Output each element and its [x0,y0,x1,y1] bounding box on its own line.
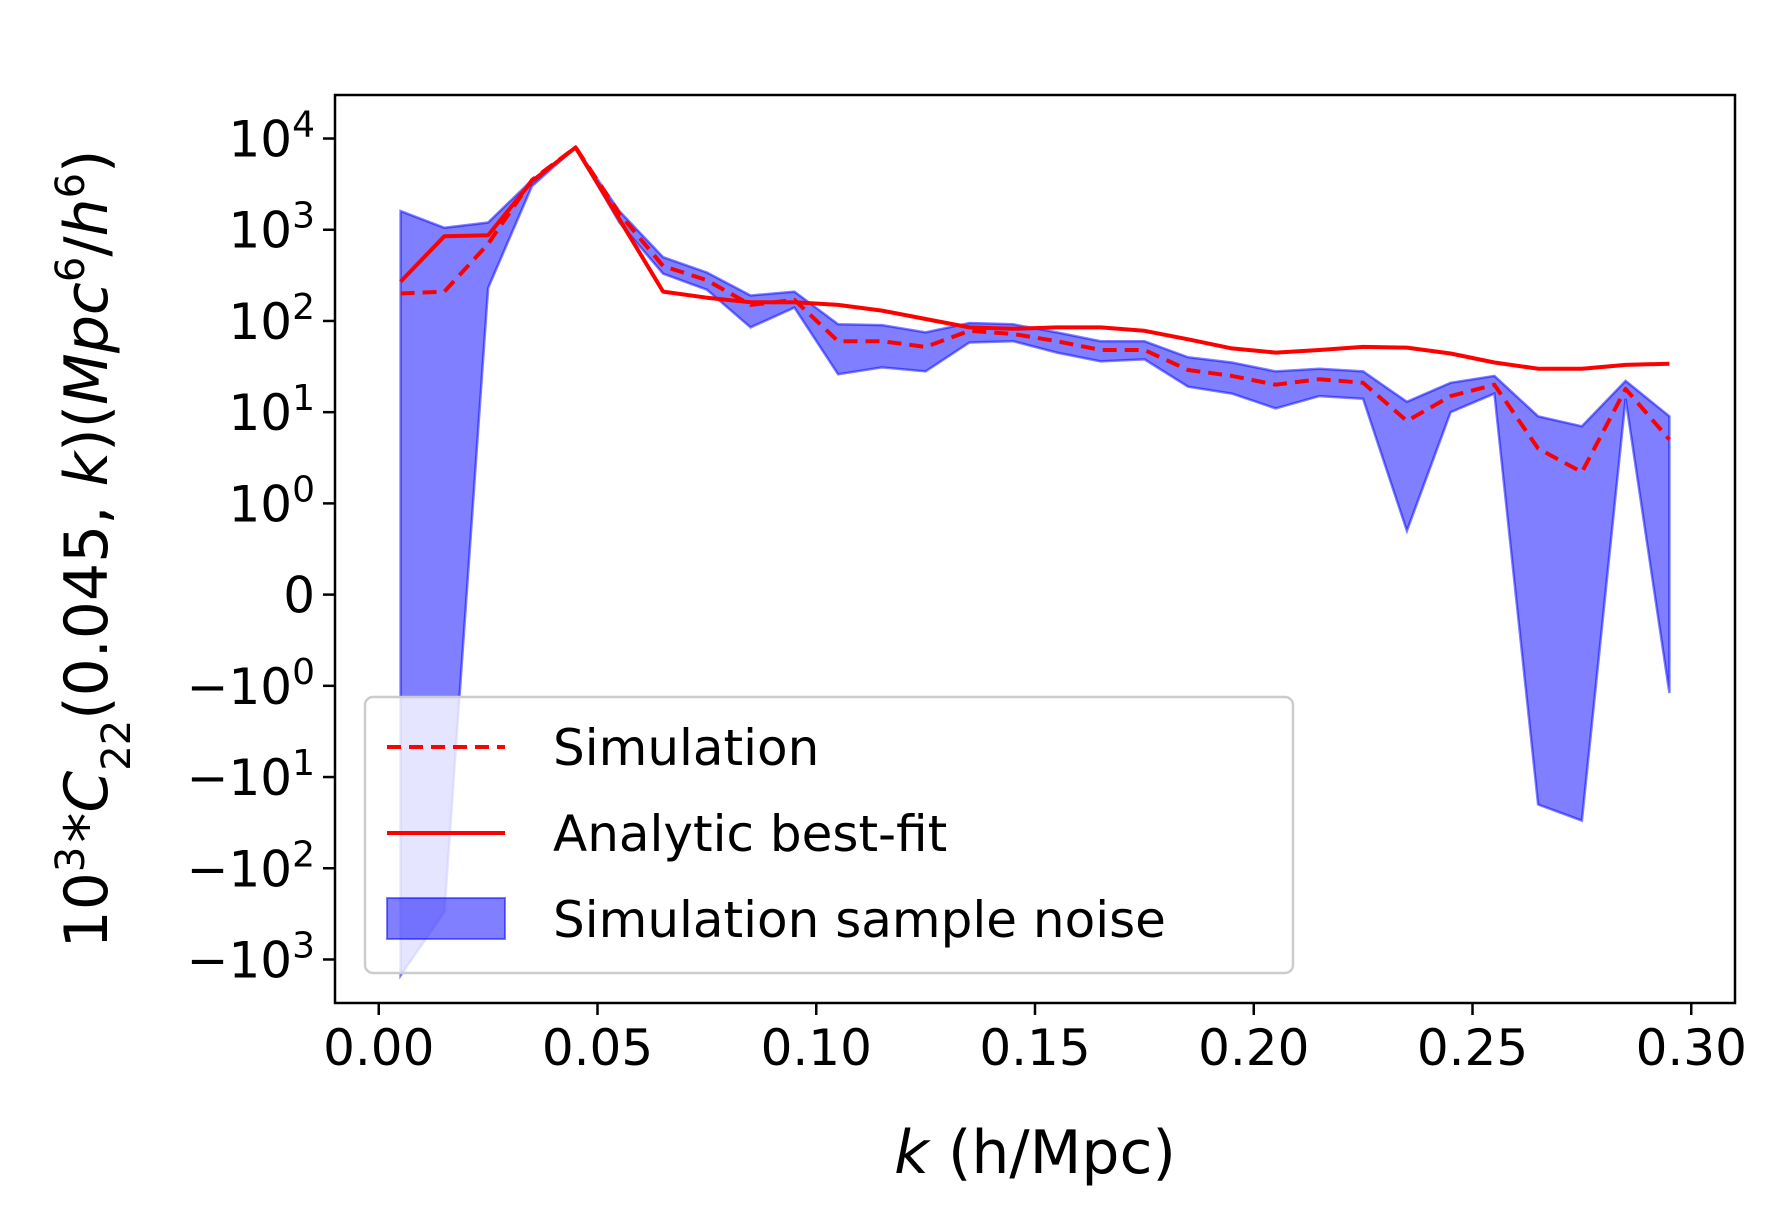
x-axis-title: k (h/Mpc) [894,1118,1176,1188]
y-axis-title: 103*C22(0.045, k)(Mpc6/h6) [48,150,140,949]
y-tick-label: −101 [187,743,315,808]
x-tick-label: 0.05 [542,1019,653,1077]
noise-band [399,145,1671,980]
y-tick-label: 0 [283,567,315,625]
legend-frame [363,695,1295,975]
y-tick-label: −103 [187,925,315,990]
y-tick-label: 101 [228,378,315,443]
x-tick-label: 0.10 [761,1019,872,1077]
noise-band-layer [399,145,1671,980]
legend-swatch-noise [386,897,506,940]
y-tick-label: −100 [187,651,315,716]
series-lines-layer [399,145,1671,475]
legend: Simulation Analytic best-fit Simulation … [363,695,1295,975]
x-tick-label: 0.15 [979,1019,1090,1077]
simulation-line [400,145,1671,475]
analytic-line [399,145,1670,371]
y-tick-label: 100 [228,469,315,534]
legend-label-simulation: Simulation [553,719,819,777]
x-tick-label: 0.30 [1636,1019,1747,1077]
legend-label-analytic: Analytic best-fit [553,805,947,863]
y-tick-label: −102 [187,834,315,899]
y-axis-ticks: 104 103 102 101 100 0 −100 −101 −102 −103 [187,104,335,989]
x-tick-label: 0.25 [1417,1019,1528,1077]
x-tick-label: 0.20 [1198,1019,1309,1077]
legend-label-noise: Simulation sample noise [553,891,1166,949]
y-tick-label: 103 [228,195,315,260]
y-tick-label: 102 [228,286,315,351]
x-tick-label: 0.00 [323,1019,434,1077]
x-axis-ticks: 0.00 0.05 0.10 0.15 0.20 0.25 0.30 [323,1003,1747,1077]
y-tick-label: 104 [228,104,315,169]
